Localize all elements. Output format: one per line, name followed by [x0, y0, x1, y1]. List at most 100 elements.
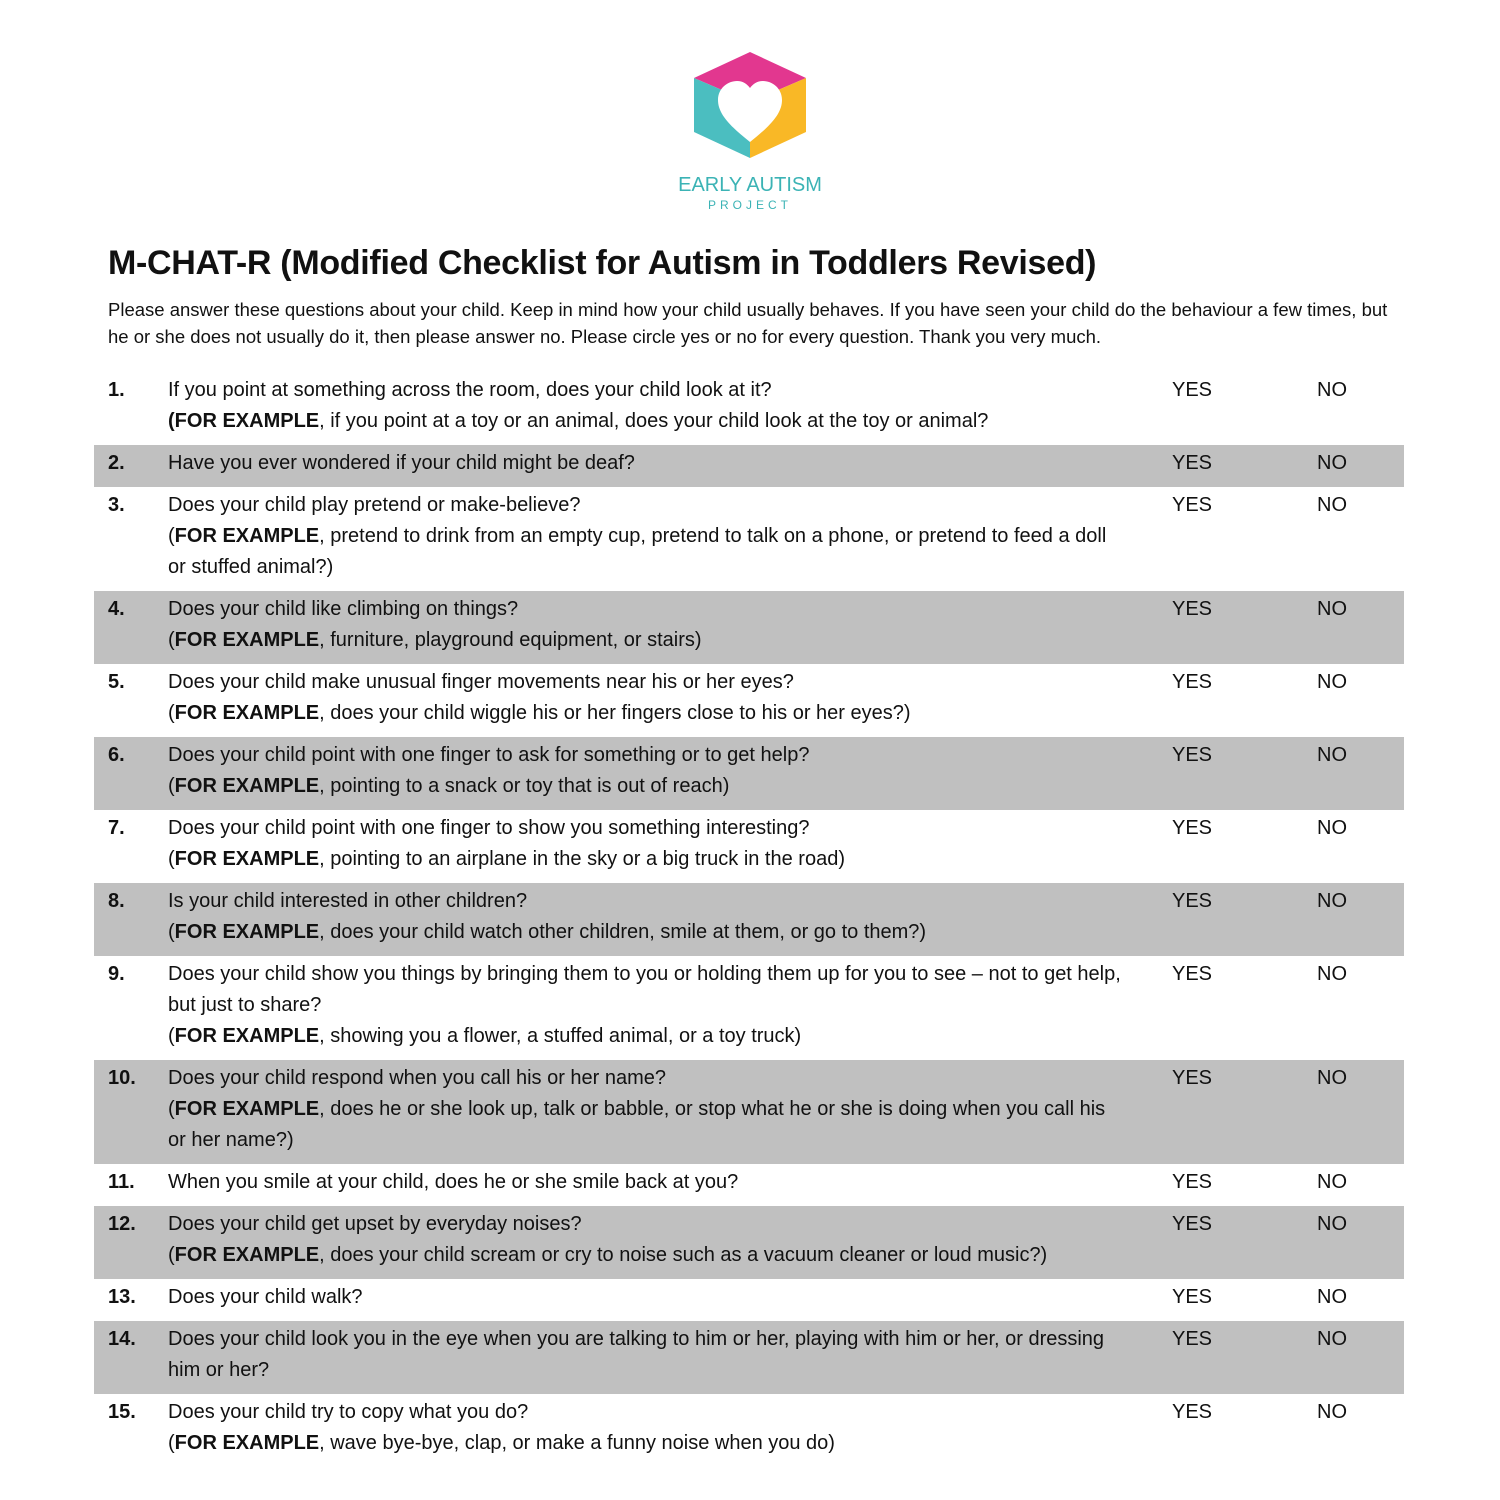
question-row: 6. Does your child point with one finger…: [94, 737, 1404, 810]
question-text: Does your child point with one finger to…: [168, 817, 810, 839]
question-example: (FOR EXAMPLE, if you point at a toy or a…: [168, 410, 989, 432]
question-row: 11. When you smile at your child, does h…: [94, 1164, 1404, 1206]
example-label: FOR EXAMPLE: [174, 525, 320, 547]
question-number: 8.: [108, 890, 125, 912]
question-number: 9.: [108, 963, 125, 985]
question-example: (FOR EXAMPLE, does your child watch othe…: [168, 921, 927, 943]
example-label: FOR EXAMPLE: [174, 1098, 320, 1120]
question-number: 3.: [108, 494, 125, 516]
yes-option[interactable]: YES: [1172, 1171, 1213, 1193]
example-label: FOR EXAMPLE: [174, 410, 320, 432]
page-title: M-CHAT-R (Modified Checklist for Autism …: [108, 244, 1097, 282]
yes-option[interactable]: YES: [1172, 744, 1213, 766]
question-row: 5. Does your child make unusual finger m…: [94, 664, 1404, 737]
question-row: 4. Does your child like climbing on thin…: [94, 591, 1404, 664]
no-option[interactable]: NO: [1317, 1171, 1347, 1193]
no-option[interactable]: NO: [1317, 671, 1347, 693]
question-text: Does your child walk?: [168, 1286, 363, 1308]
question-row: 3. Does your child play pretend or make-…: [94, 487, 1404, 591]
question-number: 2.: [108, 452, 125, 474]
question-row: 10. Does your child respond when you cal…: [94, 1060, 1404, 1164]
question-number: 7.: [108, 817, 125, 839]
question-text: Does your child show you things by bring…: [168, 963, 1121, 1016]
example-label: FOR EXAMPLE: [174, 1432, 320, 1454]
yes-option[interactable]: YES: [1172, 1067, 1213, 1089]
no-option[interactable]: NO: [1317, 963, 1347, 985]
example-label: FOR EXAMPLE: [174, 775, 320, 797]
yes-option[interactable]: YES: [1172, 598, 1213, 620]
question-row: 7. Does your child point with one finger…: [94, 810, 1404, 883]
no-option[interactable]: NO: [1317, 494, 1347, 516]
no-option[interactable]: NO: [1317, 598, 1347, 620]
question-row: 9. Does your child show you things by br…: [94, 956, 1404, 1060]
yes-option[interactable]: YES: [1172, 1286, 1213, 1308]
question-number: 11.: [108, 1171, 135, 1193]
question-text: Does your child like climbing on things?: [168, 598, 519, 620]
question-example: (FOR EXAMPLE, wave bye-bye, clap, or mak…: [168, 1432, 835, 1454]
yes-option[interactable]: YES: [1172, 817, 1213, 839]
instructions: Please answer these questions about your…: [108, 299, 1388, 347]
question-text: Does your child play pretend or make-bel…: [168, 494, 581, 516]
question-text: When you smile at your child, does he or…: [168, 1171, 739, 1193]
question-number: 1.: [108, 379, 125, 401]
yes-option[interactable]: YES: [1172, 1213, 1213, 1235]
question-row: 2. Have you ever wondered if your child …: [94, 445, 1404, 487]
yes-option[interactable]: YES: [1172, 890, 1213, 912]
no-option[interactable]: NO: [1317, 1401, 1347, 1423]
question-text: Does your child point with one finger to…: [168, 744, 810, 766]
question-example: (FOR EXAMPLE, furniture, playground equi…: [168, 629, 702, 651]
question-number: 6.: [108, 744, 125, 766]
question-row: 14. Does your child look you in the eye …: [94, 1321, 1404, 1394]
no-option[interactable]: NO: [1317, 452, 1347, 474]
no-option[interactable]: NO: [1317, 1067, 1347, 1089]
yes-option[interactable]: YES: [1172, 671, 1213, 693]
logo-text: EARLY AUTISM: [678, 174, 822, 196]
question-number: 5.: [108, 671, 125, 693]
question-row: 12. Does your child get upset by everyda…: [94, 1206, 1404, 1279]
no-option[interactable]: NO: [1317, 744, 1347, 766]
question-text: Does your child get upset by everyday no…: [168, 1213, 582, 1235]
no-option[interactable]: NO: [1317, 817, 1347, 839]
question-number: 13.: [108, 1286, 136, 1308]
question-text: Is your child interested in other childr…: [168, 890, 528, 912]
example-label: FOR EXAMPLE: [174, 629, 320, 651]
question-text: Does your child look you in the eye when…: [168, 1328, 1105, 1381]
question-example: (FOR EXAMPLE, pretend to drink from an e…: [168, 525, 1107, 578]
no-option[interactable]: NO: [1317, 379, 1347, 401]
question-example: (FOR EXAMPLE, pointing to a snack or toy…: [168, 775, 730, 797]
yes-option[interactable]: YES: [1172, 963, 1213, 985]
yes-option[interactable]: YES: [1172, 452, 1213, 474]
example-label: FOR EXAMPLE: [174, 848, 320, 870]
example-label: FOR EXAMPLE: [174, 702, 320, 724]
question-number: 15.: [108, 1401, 136, 1423]
question-number: 10.: [108, 1067, 136, 1089]
question-row: 15. Does your child try to copy what you…: [94, 1394, 1404, 1467]
question-example: (FOR EXAMPLE, pointing to an airplane in…: [168, 848, 845, 870]
question-number: 4.: [108, 598, 125, 620]
question-example: (FOR EXAMPLE, does your child scream or …: [168, 1244, 1048, 1266]
question-example: (FOR EXAMPLE, does he or she look up, ta…: [168, 1098, 1106, 1151]
logo-subtext: PROJECT: [707, 198, 792, 212]
no-option[interactable]: NO: [1317, 1213, 1347, 1235]
question-row: 8. Is your child interested in other chi…: [94, 883, 1404, 956]
question-number: 14.: [108, 1328, 136, 1350]
no-option[interactable]: NO: [1317, 890, 1347, 912]
question-text: Have you ever wondered if your child mig…: [168, 452, 635, 474]
no-option[interactable]: NO: [1317, 1328, 1347, 1350]
yes-option[interactable]: YES: [1172, 1328, 1213, 1350]
yes-option[interactable]: YES: [1172, 379, 1213, 401]
early-autism-project-logo: [694, 52, 806, 158]
yes-option[interactable]: YES: [1172, 1401, 1213, 1423]
example-label: FOR EXAMPLE: [174, 1025, 320, 1047]
question-example: (FOR EXAMPLE, showing you a flower, a st…: [168, 1025, 802, 1047]
example-label: FOR EXAMPLE: [174, 1244, 320, 1266]
question-row: 13. Does your child walk? YES NO: [94, 1279, 1404, 1321]
question-text: Does your child try to copy what you do?: [168, 1401, 529, 1423]
no-option[interactable]: NO: [1317, 1286, 1347, 1308]
question-text: If you point at something across the roo…: [168, 379, 772, 401]
yes-option[interactable]: YES: [1172, 494, 1213, 516]
question-text: Does your child make unusual finger move…: [168, 671, 794, 693]
question-list: 1. If you point at something across the …: [94, 372, 1404, 1467]
question-row: 1. If you point at something across the …: [94, 372, 1404, 445]
question-example: (FOR EXAMPLE, does your child wiggle his…: [168, 702, 911, 724]
